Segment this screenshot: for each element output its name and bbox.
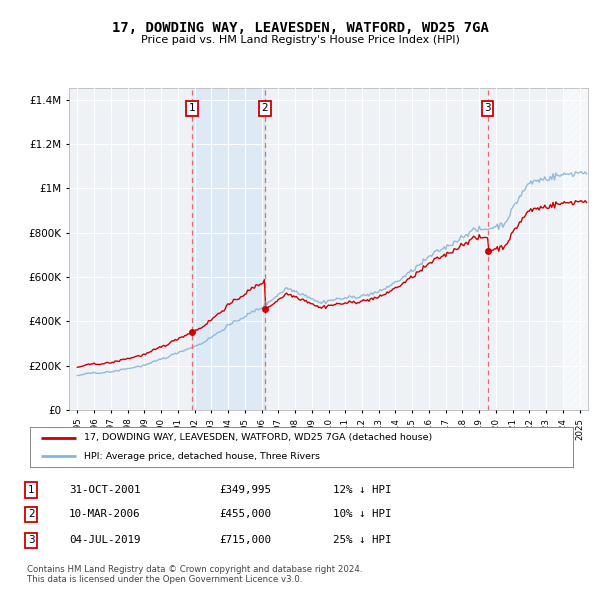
- Bar: [563, 88, 588, 410]
- Text: £455,000: £455,000: [219, 510, 271, 519]
- Text: 25% ↓ HPI: 25% ↓ HPI: [333, 536, 392, 545]
- Text: 10% ↓ HPI: 10% ↓ HPI: [333, 510, 392, 519]
- Bar: [563, 88, 588, 410]
- Text: This data is licensed under the Open Government Licence v3.0.: This data is licensed under the Open Gov…: [27, 575, 302, 584]
- Text: Price paid vs. HM Land Registry's House Price Index (HPI): Price paid vs. HM Land Registry's House …: [140, 35, 460, 45]
- Text: 17, DOWDING WAY, LEAVESDEN, WATFORD, WD25 7GA (detached house): 17, DOWDING WAY, LEAVESDEN, WATFORD, WD2…: [85, 434, 433, 442]
- Text: HPI: Average price, detached house, Three Rivers: HPI: Average price, detached house, Thre…: [85, 452, 320, 461]
- Text: 1: 1: [188, 103, 195, 113]
- Text: £349,995: £349,995: [219, 485, 271, 494]
- Text: 04-JUL-2019: 04-JUL-2019: [69, 536, 140, 545]
- Text: 2: 2: [28, 510, 35, 519]
- Text: 2: 2: [262, 103, 268, 113]
- Text: Contains HM Land Registry data © Crown copyright and database right 2024.: Contains HM Land Registry data © Crown c…: [27, 565, 362, 575]
- Text: 10-MAR-2006: 10-MAR-2006: [69, 510, 140, 519]
- Text: 12% ↓ HPI: 12% ↓ HPI: [333, 485, 392, 494]
- Text: 3: 3: [28, 536, 35, 545]
- Text: 17, DOWDING WAY, LEAVESDEN, WATFORD, WD25 7GA: 17, DOWDING WAY, LEAVESDEN, WATFORD, WD2…: [112, 21, 488, 35]
- Text: 3: 3: [484, 103, 491, 113]
- Text: 1: 1: [28, 485, 35, 494]
- Text: £715,000: £715,000: [219, 536, 271, 545]
- Bar: [192, 88, 265, 410]
- Text: 31-OCT-2001: 31-OCT-2001: [69, 485, 140, 494]
